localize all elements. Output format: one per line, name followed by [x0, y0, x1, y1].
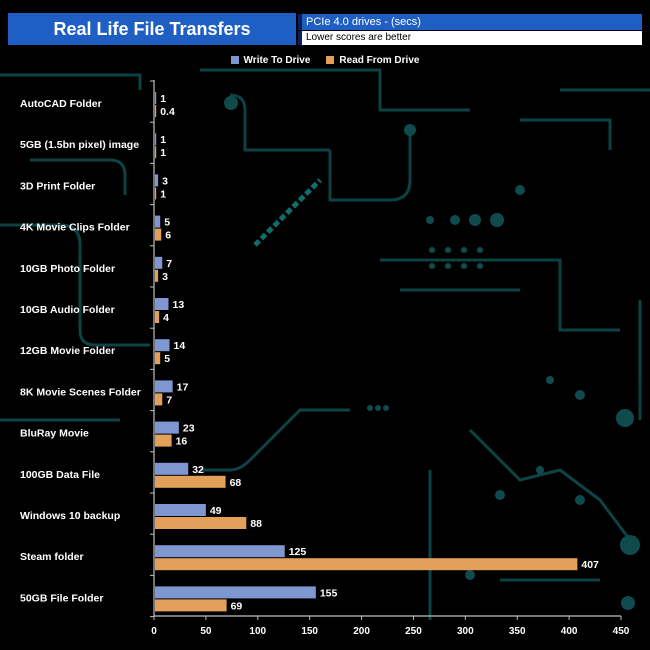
category-label: 10GB Photo Folder — [20, 263, 115, 275]
data-label-read: 5 — [164, 353, 170, 365]
bar-write — [155, 92, 157, 104]
category-label: 4K Movie Clips Folder — [20, 222, 130, 234]
data-label-write: 17 — [177, 381, 189, 393]
bar-write — [155, 174, 159, 187]
bar-read — [155, 187, 157, 200]
data-label-write: 155 — [320, 587, 338, 599]
data-label-write: 32 — [192, 464, 204, 476]
x-tick-label: 450 — [613, 626, 630, 637]
bar-read — [155, 393, 163, 406]
data-label-write: 5 — [164, 217, 170, 229]
data-label-write: 1 — [160, 93, 166, 105]
x-tick-label: 150 — [301, 626, 318, 637]
bar-write — [155, 421, 179, 434]
bar-write — [155, 380, 173, 393]
bar-read — [155, 434, 172, 447]
data-label-read: 88 — [250, 518, 262, 530]
data-label-read: 4 — [163, 312, 169, 324]
bar-read — [155, 599, 227, 612]
category-label: 100GB Data File — [20, 469, 100, 481]
data-label-read: 6 — [165, 230, 171, 242]
data-label-read: 69 — [231, 600, 243, 612]
category-label: AutoCAD Folder — [20, 98, 102, 110]
category-label: 5GB (1.5bn pixel) image — [20, 139, 139, 151]
bar-read — [155, 475, 226, 488]
chart-title: Real Life File Transfers — [8, 13, 296, 45]
data-label-read: 3 — [162, 271, 168, 283]
bar-read — [155, 269, 159, 282]
chart-subtitle: PCIe 4.0 drives - (secs) — [298, 14, 642, 30]
category-label: 50GB File Folder — [20, 592, 103, 604]
data-label-write: 125 — [289, 546, 307, 558]
category-label: Steam folder — [20, 551, 84, 563]
bar-write — [155, 298, 169, 310]
legend-label-read: Read From Drive — [339, 54, 420, 66]
bar-read — [155, 105, 157, 117]
legend-swatch-write — [230, 56, 239, 64]
data-label-write: 3 — [162, 175, 168, 187]
bar-read — [155, 146, 157, 159]
bar-read — [155, 228, 162, 241]
data-label-write: 23 — [183, 423, 195, 435]
bar-read — [155, 352, 161, 365]
category-label: 8K Movie Scenes Folder — [20, 386, 141, 398]
data-label-read: 68 — [230, 477, 242, 489]
bar-write — [155, 339, 170, 352]
data-label-write: 7 — [166, 258, 172, 270]
category-label: Windows 10 backup — [20, 510, 120, 522]
data-label-write: 13 — [172, 299, 184, 311]
chart-note: Lower scores are better — [298, 31, 642, 45]
x-tick-label: 350 — [509, 626, 526, 637]
x-tick-label: 300 — [457, 626, 474, 637]
data-label-read: 1 — [160, 188, 166, 200]
data-label-read: 1 — [160, 147, 166, 159]
legend: Write To Drive Read From Drive — [0, 53, 650, 67]
data-label-read: 16 — [176, 436, 188, 448]
legend-item-read: Read From Drive — [326, 53, 419, 67]
bar-write — [155, 215, 161, 228]
data-label-read: 407 — [581, 559, 599, 571]
x-tick-label: 0 — [151, 626, 157, 637]
bar-write — [155, 504, 206, 516]
x-tick-label: 200 — [353, 626, 370, 637]
bar-read — [155, 311, 160, 323]
x-tick-label: 100 — [249, 626, 266, 637]
category-label: BluRay Movie — [20, 428, 89, 440]
category-label: 3D Print Folder — [20, 180, 95, 192]
bar-read — [155, 517, 247, 529]
x-tick-label: 400 — [561, 626, 578, 637]
category-label: 12GB Movie Folder — [20, 345, 115, 357]
bar-write — [155, 256, 163, 269]
data-label-write: 14 — [174, 340, 186, 352]
bar-write — [155, 133, 157, 146]
bar-write — [155, 586, 316, 599]
data-label-read: 7 — [166, 394, 172, 406]
bar-read — [155, 558, 578, 571]
data-label-read: 0.4 — [160, 106, 175, 118]
data-label-write: 1 — [160, 134, 166, 146]
category-label: 10GB Audio Folder — [20, 304, 115, 316]
legend-item-write: Write To Drive — [230, 53, 311, 67]
legend-label-write: Write To Drive — [243, 54, 311, 66]
bar-write — [155, 545, 285, 558]
x-tick-label: 250 — [405, 626, 422, 637]
data-label-write: 49 — [210, 505, 222, 517]
x-tick-label: 50 — [200, 626, 212, 637]
bar-write — [155, 462, 189, 475]
legend-swatch-read — [326, 56, 335, 64]
